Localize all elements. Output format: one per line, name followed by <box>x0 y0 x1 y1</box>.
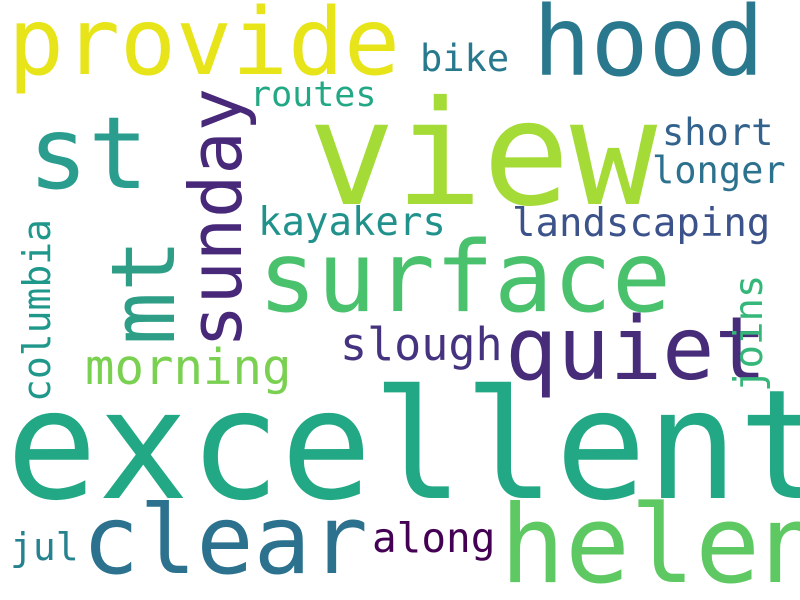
word-jul: jul <box>10 525 79 569</box>
word-provide: provide <box>8 0 400 96</box>
word-landscaping: landscaping <box>512 201 771 246</box>
word-longer: longer <box>652 149 786 192</box>
word-surface: surface <box>258 221 672 335</box>
word-clear: clear <box>82 486 368 596</box>
word-short: short <box>662 111 774 154</box>
word-kayakers: kayakers <box>258 200 446 245</box>
word-excellent: excellent <box>6 357 800 534</box>
word-routes: routes <box>250 75 377 115</box>
word-quiet: quiet <box>505 298 767 400</box>
word-hood: hood <box>533 0 765 98</box>
word-joins: joins <box>727 274 772 392</box>
word-sunday: sunday <box>174 87 258 348</box>
word-helen: helen <box>500 483 800 600</box>
word-st: st <box>28 95 149 212</box>
word-bike: bike <box>420 37 510 80</box>
word-view: view <box>308 70 658 239</box>
word-along: along <box>372 514 496 562</box>
word-slough: slough <box>340 318 503 371</box>
word-morning: morning <box>85 339 292 396</box>
word-columbia: columbia <box>15 218 59 402</box>
